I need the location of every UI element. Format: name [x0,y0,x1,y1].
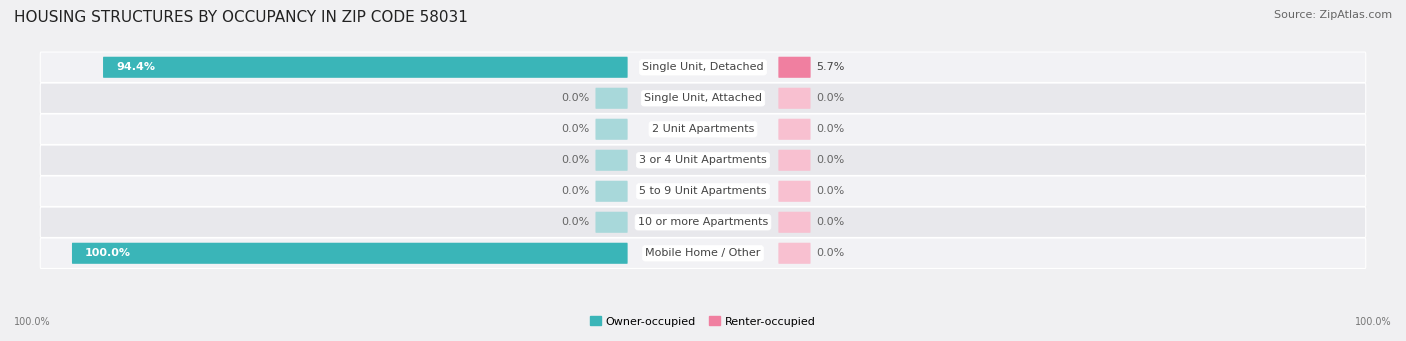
FancyBboxPatch shape [41,207,1365,237]
FancyBboxPatch shape [41,176,1365,206]
FancyBboxPatch shape [41,145,1365,176]
FancyBboxPatch shape [596,212,627,233]
Text: Source: ZipAtlas.com: Source: ZipAtlas.com [1274,10,1392,20]
FancyBboxPatch shape [72,243,627,264]
FancyBboxPatch shape [779,150,810,171]
Text: Single Unit, Attached: Single Unit, Attached [644,93,762,103]
FancyBboxPatch shape [779,119,810,140]
Text: 3 or 4 Unit Apartments: 3 or 4 Unit Apartments [640,155,766,165]
Text: Mobile Home / Other: Mobile Home / Other [645,248,761,258]
Text: 10 or more Apartments: 10 or more Apartments [638,217,768,227]
Text: 100.0%: 100.0% [1355,317,1392,327]
Text: 94.4%: 94.4% [115,62,155,72]
Text: 0.0%: 0.0% [561,186,589,196]
Text: 100.0%: 100.0% [84,248,131,258]
FancyBboxPatch shape [596,150,627,171]
FancyBboxPatch shape [41,114,1365,145]
FancyBboxPatch shape [596,119,627,140]
Text: 0.0%: 0.0% [817,93,845,103]
FancyBboxPatch shape [779,88,810,109]
Text: 0.0%: 0.0% [817,124,845,134]
Text: 2 Unit Apartments: 2 Unit Apartments [652,124,754,134]
FancyBboxPatch shape [779,57,811,78]
FancyBboxPatch shape [596,181,627,202]
Text: 5 to 9 Unit Apartments: 5 to 9 Unit Apartments [640,186,766,196]
FancyBboxPatch shape [41,238,1365,268]
Text: 0.0%: 0.0% [817,217,845,227]
FancyBboxPatch shape [41,52,1365,83]
Text: 0.0%: 0.0% [561,217,589,227]
FancyBboxPatch shape [779,212,810,233]
Text: 0.0%: 0.0% [817,155,845,165]
FancyBboxPatch shape [41,83,1365,114]
FancyBboxPatch shape [779,243,810,264]
FancyBboxPatch shape [103,57,627,78]
FancyBboxPatch shape [779,181,810,202]
Text: 0.0%: 0.0% [817,186,845,196]
Legend: Owner-occupied, Renter-occupied: Owner-occupied, Renter-occupied [591,316,815,327]
Text: 0.0%: 0.0% [561,155,589,165]
Text: 5.7%: 5.7% [817,62,845,72]
Text: 0.0%: 0.0% [817,248,845,258]
FancyBboxPatch shape [596,88,627,109]
Text: Single Unit, Detached: Single Unit, Detached [643,62,763,72]
Text: 0.0%: 0.0% [561,124,589,134]
Text: HOUSING STRUCTURES BY OCCUPANCY IN ZIP CODE 58031: HOUSING STRUCTURES BY OCCUPANCY IN ZIP C… [14,10,468,25]
Text: 0.0%: 0.0% [561,93,589,103]
Text: 100.0%: 100.0% [14,317,51,327]
